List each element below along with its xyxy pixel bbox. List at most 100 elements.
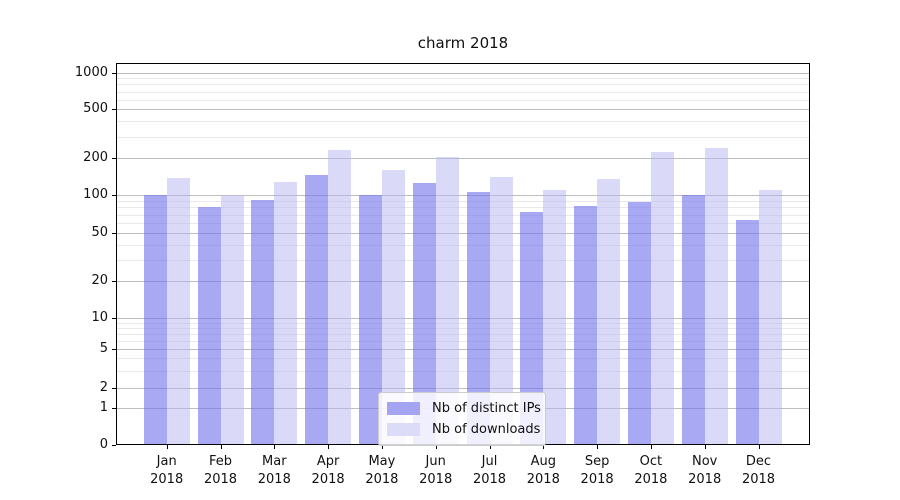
gridline-minor xyxy=(116,327,810,329)
gridline-minor xyxy=(116,223,810,225)
x-tick-mark xyxy=(166,445,168,449)
bar-downloads xyxy=(328,150,352,445)
x-tick-label: Aug 2018 xyxy=(526,454,560,487)
x-tick-label: Dec 2018 xyxy=(741,454,776,487)
x-tick-label: Jun 2018 xyxy=(419,454,453,487)
gridline-minor xyxy=(116,322,810,324)
gridline-minor xyxy=(116,91,810,93)
y-tick-label: 5 xyxy=(99,341,108,356)
gridline-minor xyxy=(116,333,810,335)
gridline-minor xyxy=(116,78,810,80)
bar-distinct-ips xyxy=(412,182,436,445)
legend-swatch-distinct-ips xyxy=(387,402,420,415)
gridline-major xyxy=(116,281,810,282)
bar-downloads xyxy=(274,182,298,445)
y-tick-mark xyxy=(112,445,116,446)
bar-distinct-ips xyxy=(520,211,544,445)
x-tick-mark xyxy=(489,445,491,449)
x-tick-label: Jan 2018 xyxy=(150,454,184,487)
x-tick-label: Nov 2018 xyxy=(688,454,722,487)
y-tick-label: 500 xyxy=(83,101,108,117)
y-tick-label: 20 xyxy=(91,273,108,288)
bar-downloads xyxy=(758,190,782,445)
legend-item-downloads: Nb of downloads xyxy=(387,419,541,440)
bar-distinct-ips xyxy=(735,220,759,445)
y-tick-mark xyxy=(112,158,116,160)
bar-downloads xyxy=(220,195,244,445)
bar-downloads xyxy=(543,189,567,445)
y-tick-label: 1000 xyxy=(74,64,108,80)
y-tick-mark xyxy=(112,318,116,319)
gridline-minor xyxy=(116,136,810,138)
x-tick-mark xyxy=(381,445,383,449)
bar-distinct-ips xyxy=(305,175,329,445)
x-tick-mark xyxy=(435,445,437,449)
bar-distinct-ips xyxy=(681,194,705,445)
x-tick-mark xyxy=(220,445,222,449)
x-tick-label: Jul 2018 xyxy=(472,454,507,487)
x-tick-label: Apr 2018 xyxy=(311,454,345,487)
legend: Nb of distinct IPs Nb of downloads xyxy=(378,392,546,446)
y-tick-label: 2 xyxy=(99,380,108,395)
x-tick-mark xyxy=(543,445,545,449)
gridline-minor xyxy=(116,370,810,372)
x-tick-label: Feb 2018 xyxy=(203,454,238,487)
y-tick-mark xyxy=(112,233,116,234)
x-tick-label: Sep 2018 xyxy=(580,454,614,487)
y-tick-mark xyxy=(112,281,116,282)
gridline-major xyxy=(116,158,810,160)
gridline-minor xyxy=(116,121,810,123)
gridline-major xyxy=(116,349,810,350)
x-tick-mark xyxy=(274,445,276,449)
legend-swatch-downloads xyxy=(387,423,420,436)
bar-distinct-ips xyxy=(251,200,275,445)
gridline-minor xyxy=(116,340,810,342)
x-tick-mark xyxy=(758,445,760,449)
bar-downloads xyxy=(381,170,405,445)
gridline-minor xyxy=(116,214,810,216)
gridline-major xyxy=(116,233,810,234)
bar-distinct-ips xyxy=(627,202,651,445)
y-tick-mark xyxy=(112,388,116,389)
bar-downloads xyxy=(166,177,190,445)
y-tick-label: 0 xyxy=(99,437,108,452)
bar-downloads xyxy=(704,148,728,445)
y-tick-label: 1 xyxy=(99,400,108,415)
legend-label-downloads: Nb of downloads xyxy=(432,422,541,437)
bar-distinct-ips xyxy=(143,195,167,445)
gridline-major xyxy=(116,318,810,319)
legend-label-distinct-ips: Nb of distinct IPs xyxy=(432,401,541,416)
y-tick-mark xyxy=(112,195,116,197)
y-tick-label: 10 xyxy=(91,310,108,325)
gridline-minor xyxy=(116,84,810,86)
x-tick-label: May 2018 xyxy=(365,454,399,487)
bar-distinct-ips xyxy=(574,206,598,445)
bar-distinct-ips xyxy=(197,207,221,445)
x-tick-mark xyxy=(704,445,706,449)
chart-title: charm 2018 xyxy=(417,34,509,52)
x-tick-mark xyxy=(650,445,652,449)
gridline-major xyxy=(116,72,810,74)
gridline-major xyxy=(116,109,810,111)
x-tick-mark xyxy=(328,445,330,449)
x-tick-label: Oct 2018 xyxy=(634,454,668,487)
y-tick-label: 50 xyxy=(91,225,108,240)
bar-downloads xyxy=(650,151,674,445)
bar-downloads xyxy=(597,178,621,445)
x-tick-label: Mar 2018 xyxy=(257,454,291,487)
y-tick-mark xyxy=(112,109,116,111)
gridline-minor xyxy=(116,99,810,101)
bar-distinct-ips xyxy=(358,195,382,445)
y-tick-mark xyxy=(112,408,116,409)
gridline-minor xyxy=(116,244,810,246)
gridline-minor xyxy=(116,259,810,261)
bar-distinct-ips xyxy=(466,192,490,445)
legend-item-distinct-ips: Nb of distinct IPs xyxy=(387,398,541,419)
gridline-minor xyxy=(116,207,810,209)
gridline-major xyxy=(116,195,810,197)
gridline-minor xyxy=(116,201,810,203)
x-tick-mark xyxy=(597,445,599,449)
y-tick-label: 200 xyxy=(83,150,108,166)
y-tick-label: 100 xyxy=(83,187,108,203)
